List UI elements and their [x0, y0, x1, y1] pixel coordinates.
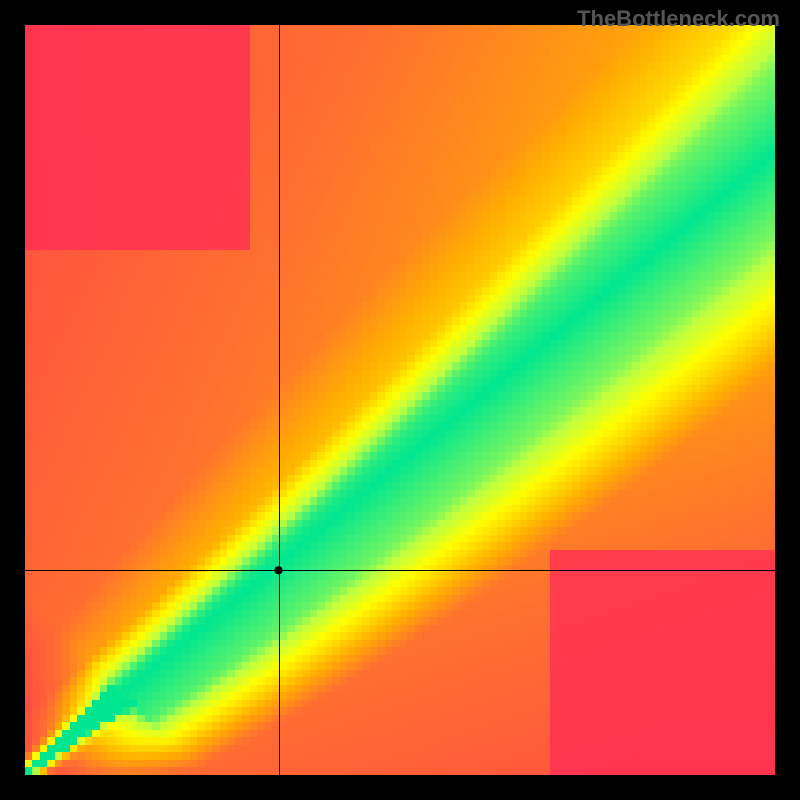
bottleneck-heatmap: [0, 0, 800, 800]
watermark-text: TheBottleneck.com: [577, 6, 780, 32]
chart-container: TheBottleneck.com: [0, 0, 800, 800]
